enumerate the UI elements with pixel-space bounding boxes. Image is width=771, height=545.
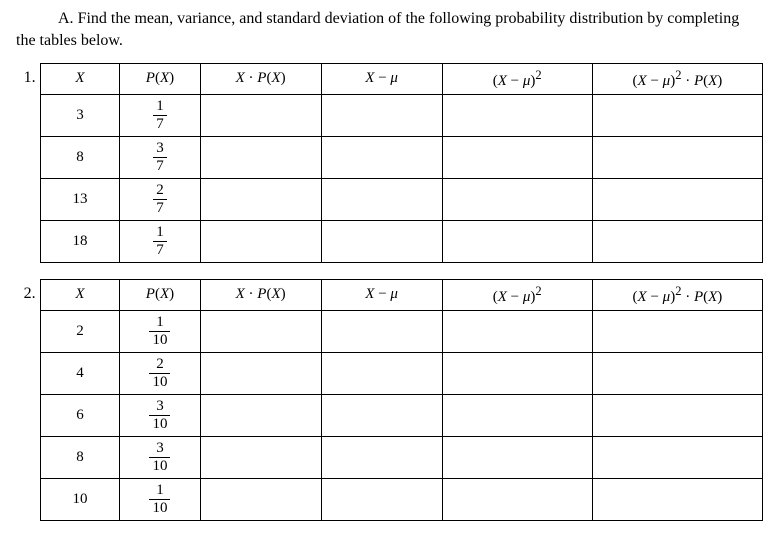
cell-var <box>592 220 762 262</box>
cell-x: 10 <box>40 478 120 520</box>
table-row: 18 17 <box>40 220 762 262</box>
cell-px: 17 <box>120 94 200 136</box>
cell-xpx <box>200 94 321 136</box>
instruction-prefix: A. <box>58 10 74 27</box>
table-header-row: X P(X) X · P(X) X − μ (X − μ)2 (X − μ)2 … <box>40 63 762 94</box>
fraction: 110 <box>149 315 170 348</box>
cell-var <box>592 94 762 136</box>
problem-number: 2. <box>8 279 40 303</box>
table-row: 13 27 <box>40 178 762 220</box>
col-header-px: P(X) <box>120 279 200 310</box>
fraction: 110 <box>149 483 170 516</box>
col-header-var: (X − μ)2 · P(X) <box>592 63 762 94</box>
cell-xpx <box>200 220 321 262</box>
instruction-body: Find the mean, variance, and standard de… <box>16 10 739 49</box>
cell-var <box>592 136 762 178</box>
fraction: 310 <box>149 441 170 474</box>
cell-xpx <box>200 394 321 436</box>
table-row: 10 110 <box>40 478 762 520</box>
cell-px: 17 <box>120 220 200 262</box>
cell-x: 3 <box>40 94 120 136</box>
cell-x: 6 <box>40 394 120 436</box>
cell-xmu <box>321 394 442 436</box>
fraction: 27 <box>153 183 167 216</box>
cell-px: 37 <box>120 136 200 178</box>
fraction: 210 <box>149 357 170 390</box>
cell-xmu <box>321 94 442 136</box>
cell-x: 4 <box>40 352 120 394</box>
cell-sq <box>442 352 592 394</box>
cell-px: 27 <box>120 178 200 220</box>
col-header-x: X <box>40 279 120 310</box>
cell-var <box>592 310 762 352</box>
problem-number: 1. <box>8 63 40 87</box>
cell-var <box>592 436 762 478</box>
cell-xpx <box>200 136 321 178</box>
cell-xmu <box>321 136 442 178</box>
cell-px: 110 <box>120 310 200 352</box>
table-row: 8 37 <box>40 136 762 178</box>
col-header-px: P(X) <box>120 63 200 94</box>
col-header-var: (X − μ)2 · P(X) <box>592 279 762 310</box>
cell-sq <box>442 478 592 520</box>
cell-px: 310 <box>120 436 200 478</box>
col-header-xmu: X − μ <box>321 279 442 310</box>
cell-sq <box>442 220 592 262</box>
cell-xpx <box>200 478 321 520</box>
cell-xpx <box>200 436 321 478</box>
col-header-xpx: X · P(X) <box>200 279 321 310</box>
instruction-text: A. Find the mean, variance, and standard… <box>16 8 755 53</box>
cell-x: 2 <box>40 310 120 352</box>
cell-px: 110 <box>120 478 200 520</box>
problem: 2. X P(X) X · P(X) X − μ (X − μ)2 (X − μ… <box>8 279 763 521</box>
cell-x: 8 <box>40 136 120 178</box>
cell-var <box>592 478 762 520</box>
cell-xpx <box>200 310 321 352</box>
cell-xmu <box>321 436 442 478</box>
fraction: 37 <box>153 141 167 174</box>
distribution-table: X P(X) X · P(X) X − μ (X − μ)2 (X − μ)2 … <box>40 279 763 521</box>
cell-sq <box>442 136 592 178</box>
distribution-table: X P(X) X · P(X) X − μ (X − μ)2 (X − μ)2 … <box>40 63 763 263</box>
table-row: 4 210 <box>40 352 762 394</box>
cell-xpx <box>200 178 321 220</box>
cell-xmu <box>321 310 442 352</box>
cell-var <box>592 394 762 436</box>
col-header-sq: (X − μ)2 <box>442 279 592 310</box>
cell-sq <box>442 394 592 436</box>
col-header-xmu: X − μ <box>321 63 442 94</box>
cell-x: 8 <box>40 436 120 478</box>
cell-xmu <box>321 220 442 262</box>
cell-var <box>592 178 762 220</box>
table-row: 3 17 <box>40 94 762 136</box>
col-header-x: X <box>40 63 120 94</box>
table-row: 8 310 <box>40 436 762 478</box>
cell-x: 13 <box>40 178 120 220</box>
cell-x: 18 <box>40 220 120 262</box>
fraction: 17 <box>153 99 167 132</box>
cell-sq <box>442 178 592 220</box>
table-row: 2 110 <box>40 310 762 352</box>
fraction: 310 <box>149 399 170 432</box>
cell-px: 310 <box>120 394 200 436</box>
cell-xmu <box>321 352 442 394</box>
cell-sq <box>442 94 592 136</box>
cell-sq <box>442 436 592 478</box>
col-header-xpx: X · P(X) <box>200 63 321 94</box>
fraction: 17 <box>153 225 167 258</box>
cell-xmu <box>321 178 442 220</box>
problem: 1. X P(X) X · P(X) X − μ (X − μ)2 (X − μ… <box>8 63 763 263</box>
table-header-row: X P(X) X · P(X) X − μ (X − μ)2 (X − μ)2 … <box>40 279 762 310</box>
cell-px: 210 <box>120 352 200 394</box>
col-header-sq: (X − μ)2 <box>442 63 592 94</box>
table-row: 6 310 <box>40 394 762 436</box>
cell-var <box>592 352 762 394</box>
cell-sq <box>442 310 592 352</box>
problems-container: 1. X P(X) X · P(X) X − μ (X − μ)2 (X − μ… <box>8 63 763 521</box>
cell-xmu <box>321 478 442 520</box>
cell-xpx <box>200 352 321 394</box>
